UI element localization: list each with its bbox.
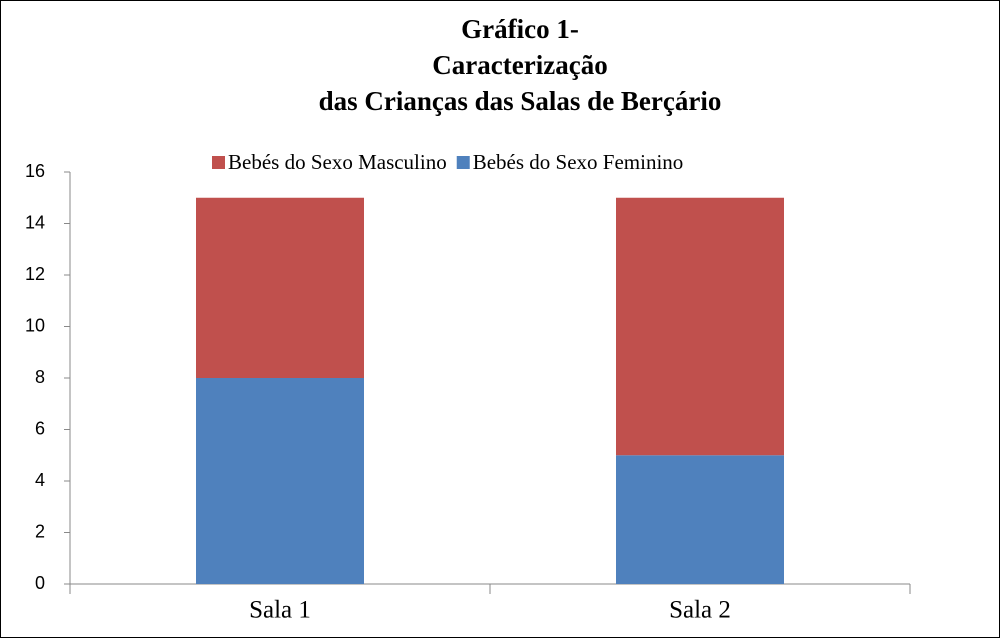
- bar-segment: [196, 378, 364, 584]
- y-tick-label: 10: [25, 315, 45, 335]
- y-tick-label: 0: [35, 573, 45, 593]
- bar-segment: [616, 197, 784, 456]
- y-tick-label: 6: [35, 418, 45, 438]
- y-tick-label: 16: [25, 161, 45, 181]
- y-tick-label: 4: [35, 470, 45, 490]
- y-tick-label: 8: [35, 367, 45, 387]
- legend-swatch: [456, 156, 470, 169]
- x-tick-label: Sala 2: [669, 597, 731, 624]
- chart-title: Gráfico 1-: [461, 14, 579, 44]
- legend-label: Bebés do Sexo Masculino: [228, 150, 447, 174]
- chart-title: das Crianças das Salas de Berçário: [319, 86, 722, 116]
- legend-label: Bebés do Sexo Feminino: [473, 150, 684, 174]
- y-tick-label: 12: [25, 264, 45, 284]
- y-tick-label: 14: [25, 212, 45, 232]
- x-tick-label: Sala 1: [249, 597, 311, 624]
- bar-segment: [196, 197, 364, 378]
- chart-title: Caracterização: [432, 50, 607, 80]
- y-tick-label: 2: [35, 521, 45, 541]
- legend-swatch: [212, 156, 225, 169]
- bar-segment: [616, 455, 784, 584]
